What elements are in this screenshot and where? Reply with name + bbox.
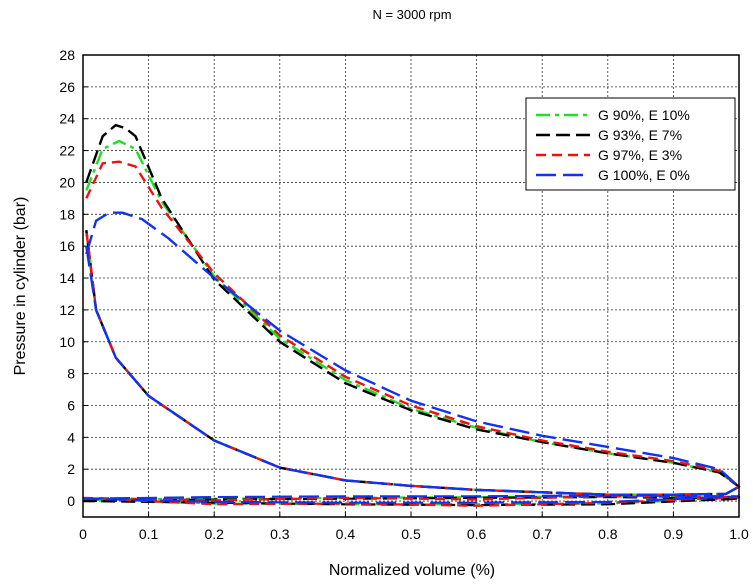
x-tick-label: 0.9 — [664, 526, 684, 542]
y-tick-label: 14 — [59, 270, 75, 286]
x-tick-label: 0.3 — [270, 526, 290, 542]
y-tick-label: 24 — [59, 111, 75, 127]
x-axis-ticks: 0 0.1 0.2 0.3 0.4 0.5 0.6 0.7 0.8 0.9 1.0 — [79, 512, 749, 542]
y-tick-label: 22 — [59, 143, 75, 159]
x-tick-label: 0 — [79, 526, 87, 542]
x-tick-label: 0.6 — [467, 526, 487, 542]
x-tick-label: 1.0 — [729, 526, 749, 542]
legend-box — [525, 97, 736, 191]
y-tick-label: 4 — [67, 429, 75, 445]
y-tick-label: 26 — [59, 79, 75, 95]
y-tick-label: 2 — [67, 461, 75, 477]
series-3-line — [85, 211, 741, 496]
x-tick-label: 0.2 — [204, 526, 224, 542]
series-2-line — [85, 160, 741, 496]
x-tick-label: 0.7 — [532, 526, 552, 542]
x-tick-label: 0.1 — [139, 526, 159, 542]
legend-label-3: G 100%, E 0% — [598, 167, 690, 183]
y-tick-label: 8 — [67, 366, 75, 382]
legend-label-1: G 93%, E 7% — [598, 127, 682, 143]
y-tick-label: 6 — [67, 397, 75, 413]
y-tick-label: 12 — [59, 302, 75, 318]
series-1-line — [85, 123, 741, 496]
legend-label-0: G 90%, E 10% — [598, 107, 690, 123]
x-tick-label: 0.4 — [336, 526, 356, 542]
y-tick-label: 28 — [59, 47, 75, 63]
y-tick-label: 20 — [59, 174, 75, 190]
x-tick-label: 0.5 — [401, 526, 421, 542]
y-tick-label: 10 — [59, 334, 75, 350]
x-axis-label: Normalized volume (%) — [329, 562, 495, 579]
y-tick-label: 16 — [59, 238, 75, 254]
chart-title: N = 3000 rpm — [372, 7, 451, 22]
legend-label-2: G 97%, E 3% — [598, 147, 682, 163]
y-tick-label: 18 — [59, 206, 75, 222]
y-tick-label: 0 — [67, 493, 75, 509]
x-tick-label: 0.8 — [598, 526, 618, 542]
legend: G 90%, E 10% G 93%, E 7% G 97%, E 3% G 100%… — [525, 97, 736, 191]
series-0-line — [85, 139, 741, 496]
y-axis-label: Pressure in cylinder (bar) — [12, 197, 29, 376]
